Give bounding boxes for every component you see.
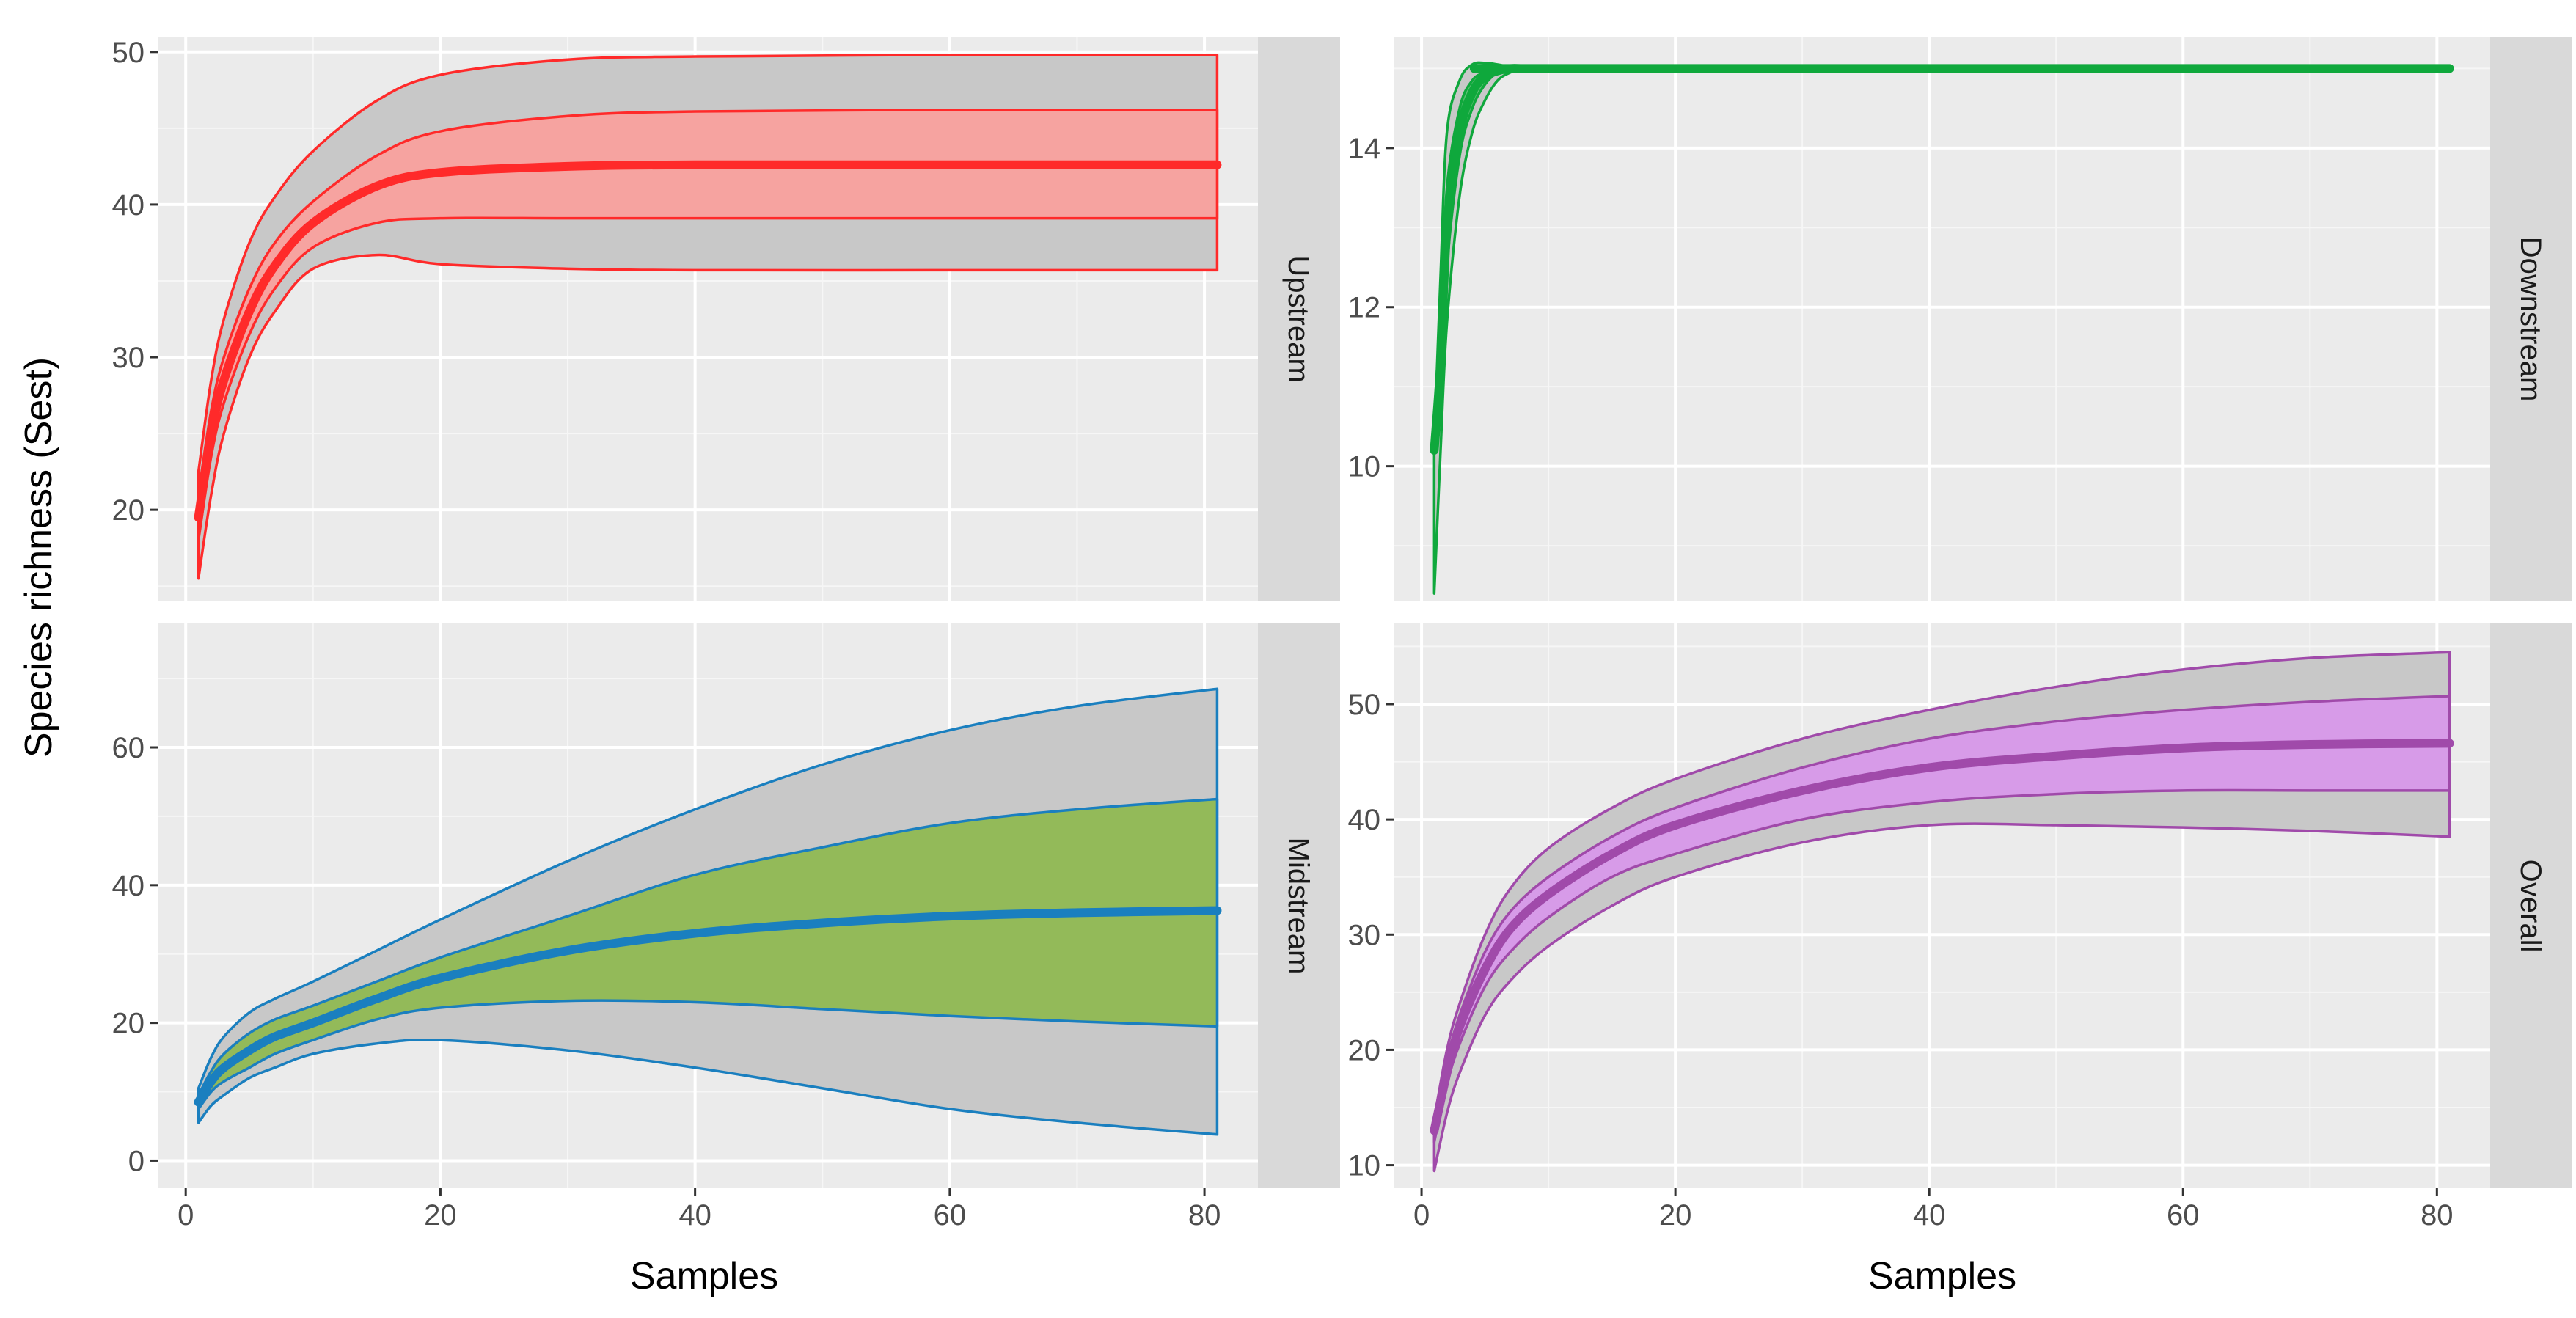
y-tick-label: 30 <box>112 342 145 374</box>
x-tick-label: 80 <box>1188 1199 1221 1231</box>
y-tick-label: 20 <box>112 494 145 527</box>
y-tick-label: 12 <box>1348 292 1381 324</box>
panel-downstream: 10 12 14 Downstream <box>1348 37 2572 601</box>
y-tick-label: 0 <box>128 1145 144 1177</box>
mean-richness-line <box>1430 64 2454 455</box>
y-tick-label: 40 <box>112 870 145 902</box>
y-tick-label: 50 <box>112 37 145 69</box>
y-tick-label: 40 <box>112 189 145 222</box>
facet-strip-label: Downstream <box>2514 237 2547 402</box>
y-tick-label: 14 <box>1348 133 1381 165</box>
x-tick-label: 20 <box>424 1199 457 1231</box>
x-tick-label: 80 <box>2421 1199 2454 1231</box>
x-tick-label: 40 <box>1913 1199 1946 1231</box>
panel-midstream: 0 20 40 60 0 20 40 60 80 Midstream <box>112 623 1340 1231</box>
x-tick-label: 60 <box>934 1199 967 1231</box>
y-tick-label: 60 <box>112 732 145 764</box>
facet-strip <box>1258 623 1340 1188</box>
y-tick-label: 20 <box>112 1008 145 1040</box>
panel-background <box>1394 37 2490 601</box>
x-tick-label: 0 <box>1413 1199 1430 1231</box>
facet-strip <box>2490 623 2572 1188</box>
x-axis-label-right: Samples <box>1868 1255 2016 1297</box>
x-tick-label: 40 <box>678 1199 711 1231</box>
panel-upstream: 20 30 40 50 Upstream <box>112 37 1340 601</box>
panel-overall: 10 20 30 40 50 0 20 40 60 80 Overall <box>1348 623 2572 1231</box>
facet-strip-label: Overall <box>2514 860 2547 953</box>
inner-confidence-band <box>1432 695 2451 1143</box>
inner-confidence-band <box>197 797 1219 1110</box>
y-tick-label: 10 <box>1348 451 1381 483</box>
y-tick-label: 40 <box>1348 804 1381 836</box>
x-axis-label-left: Samples <box>630 1255 778 1297</box>
facet-strip <box>2490 37 2572 601</box>
mean-richness-line <box>194 160 1222 522</box>
x-tick-label: 60 <box>2167 1199 2200 1231</box>
y-tick-label: 30 <box>1348 919 1381 951</box>
mean-richness-line <box>194 906 1222 1107</box>
y-tick-label: 20 <box>1348 1034 1381 1066</box>
y-tick-label: 50 <box>1348 689 1381 721</box>
facet-strip-label: Upstream <box>1282 255 1314 382</box>
y-axis-label: Species richness (Sest) <box>18 357 60 758</box>
y-tick-label: 10 <box>1348 1150 1381 1182</box>
facet-strip-label: Midstream <box>1282 838 1314 975</box>
x-tick-label: 20 <box>1659 1199 1692 1231</box>
facet-strip <box>1258 37 1340 601</box>
mean-richness-line <box>1430 739 2454 1135</box>
x-tick-label: 0 <box>178 1199 194 1231</box>
